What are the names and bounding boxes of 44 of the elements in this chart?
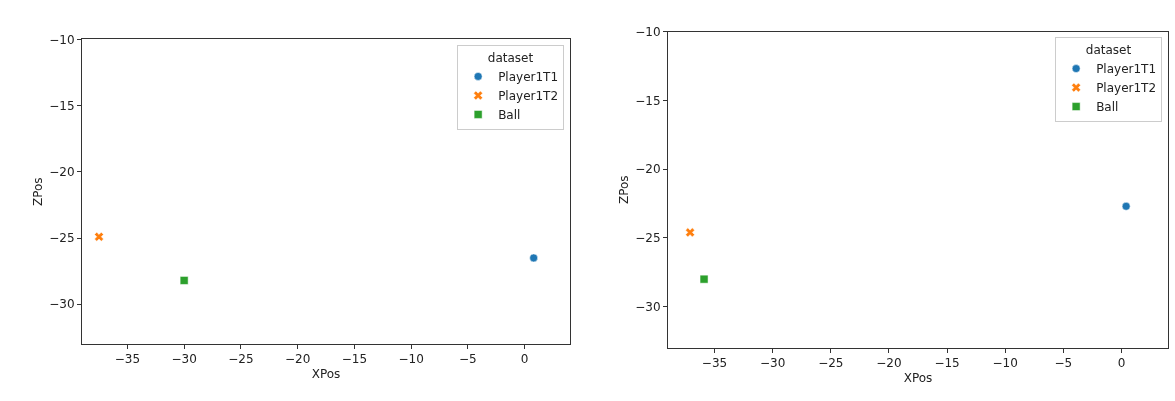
point <box>94 231 104 242</box>
x-tick-label: −5 <box>459 352 477 367</box>
legend-label: Player1T2 <box>498 89 559 104</box>
legend-label: Player1T2 <box>1096 81 1157 96</box>
x-tick-label: −35 <box>114 352 141 367</box>
x-tick-label: −20 <box>284 352 311 367</box>
point <box>685 227 695 238</box>
x-tick-label: 0 <box>1117 356 1126 371</box>
legend-title: dataset <box>487 50 534 65</box>
legend-label: Player1T1 <box>498 70 559 85</box>
x-tick-label: −30 <box>171 352 197 367</box>
x-tick-label: −10 <box>398 352 424 367</box>
legend-title: dataset <box>1085 43 1132 58</box>
y-tick-label: −25 <box>49 231 75 246</box>
y-tick-label: −10 <box>49 32 75 47</box>
point <box>179 276 189 285</box>
x-tick-label: −15 <box>934 356 960 371</box>
y-tick-label: −15 <box>635 93 661 108</box>
x-tick-label: −20 <box>876 356 902 371</box>
x-tick-label: −25 <box>818 356 844 371</box>
x-tick-label: −35 <box>701 356 728 371</box>
x-axis-title: XPos <box>311 367 341 382</box>
point <box>699 274 709 284</box>
y-tick-label: −25 <box>635 231 661 246</box>
y-tick-label: −20 <box>635 162 661 177</box>
y-tick-label: −15 <box>49 98 75 113</box>
x-tick-label: −25 <box>228 352 254 367</box>
legend-label: Player1T1 <box>1096 62 1157 77</box>
x-tick-label: 0 <box>520 352 529 367</box>
x-tick-label: −30 <box>759 356 786 371</box>
y-axis-title: ZPos <box>616 175 631 205</box>
point <box>529 253 538 263</box>
legend-label: Ball <box>1096 100 1119 115</box>
x-tick-label: −10 <box>992 356 1018 371</box>
y-axis-title: ZPos <box>30 177 45 207</box>
legend-label: Ball <box>498 108 521 123</box>
x-tick-label: −5 <box>1054 356 1073 371</box>
x-tick-label: −15 <box>341 352 368 367</box>
y-tick-label: −20 <box>49 165 75 180</box>
y-tick-label: −30 <box>635 299 661 314</box>
x-axis-title: XPos <box>903 371 933 386</box>
y-tick-label: −10 <box>635 24 661 39</box>
point <box>1121 202 1131 211</box>
y-tick-label: −30 <box>49 297 75 312</box>
